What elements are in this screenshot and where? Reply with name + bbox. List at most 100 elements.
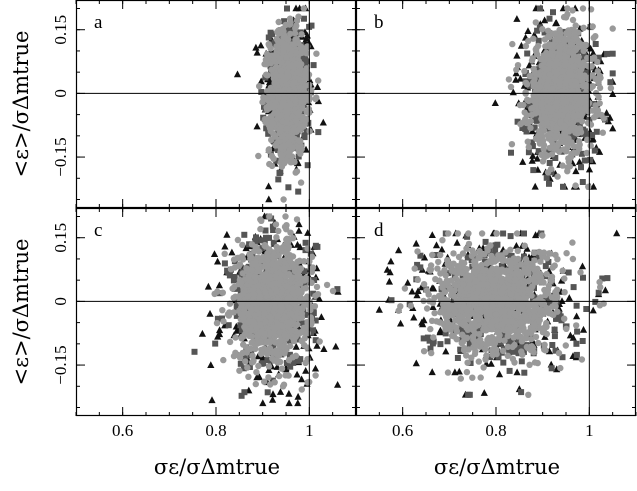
data-point-circle	[308, 268, 316, 275]
data-point-circle	[572, 22, 579, 29]
data-point-circle	[276, 329, 284, 336]
data-point-circle	[279, 343, 286, 350]
data-point-circle	[565, 135, 572, 142]
data-point-circle	[300, 303, 307, 310]
data-point-square	[286, 351, 293, 358]
data-point-square	[275, 147, 282, 153]
data-point-circle	[543, 116, 551, 124]
data-point-circle	[280, 381, 288, 388]
data-point-circle	[300, 76, 308, 84]
data-point-circle	[311, 303, 319, 310]
data-point-circle	[236, 354, 244, 361]
data-point-circle	[531, 69, 538, 77]
data-point-circle	[574, 57, 582, 64]
data-point-square	[264, 357, 271, 363]
data-point-square	[286, 337, 293, 344]
data-point-circle	[545, 77, 552, 84]
data-point-square	[508, 149, 514, 156]
data-point-square	[264, 389, 271, 396]
data-point-circle	[553, 57, 560, 64]
data-point-circle	[541, 65, 548, 72]
data-point-circle	[248, 266, 255, 274]
data-point-circle	[298, 146, 305, 153]
data-point-circle	[546, 71, 554, 79]
data-point-circle	[286, 320, 293, 327]
data-point-circle	[262, 119, 269, 126]
data-point-square	[535, 75, 542, 82]
data-point-circle	[555, 78, 563, 86]
data-point-circle	[237, 279, 245, 286]
data-point-circle	[289, 235, 297, 242]
data-point-circle	[282, 265, 289, 272]
data-point-circle	[287, 229, 294, 236]
data-point-circle	[281, 332, 288, 339]
data-point-square	[283, 360, 290, 366]
data-point-circle	[534, 42, 542, 50]
data-point-circle	[261, 378, 268, 385]
data-point-square	[219, 315, 225, 322]
data-point-square	[284, 5, 290, 12]
data-point-square	[270, 343, 277, 350]
data-point-triangle	[572, 167, 580, 175]
data-point-circle	[273, 234, 280, 241]
data-point-triangle	[285, 389, 293, 397]
data-point-square	[237, 322, 244, 329]
data-point-circle	[514, 61, 522, 69]
data-point-square	[249, 330, 256, 337]
data-point-triangle	[334, 381, 342, 388]
data-point-circle	[267, 381, 274, 388]
data-point-square	[581, 128, 588, 135]
data-point-square	[221, 260, 228, 267]
data-point-square	[253, 234, 259, 241]
data-point-circle	[530, 35, 537, 42]
data-point-square	[545, 148, 552, 155]
data-point-circle	[552, 132, 559, 139]
data-point-circle	[540, 127, 548, 134]
data-point-square	[550, 9, 556, 16]
data-point-square	[241, 354, 248, 361]
data-point-circle	[285, 148, 292, 156]
data-point-square	[583, 69, 589, 76]
data-point-circle	[238, 301, 246, 309]
data-point-triangle	[541, 16, 549, 24]
data-point-triangle	[589, 49, 597, 57]
data-point-circle	[536, 140, 544, 147]
data-point-circle	[293, 216, 301, 223]
data-point-circle	[577, 71, 584, 78]
data-point-circle	[292, 36, 299, 43]
data-point-circle	[287, 30, 294, 38]
data-point-circle	[557, 118, 564, 126]
data-point-circle	[298, 337, 305, 345]
data-point-circle	[273, 43, 280, 50]
data-point-circle	[273, 357, 280, 364]
data-point-circle	[247, 254, 255, 261]
data-point-square	[593, 128, 600, 135]
data-point-circle	[559, 68, 566, 75]
data-point-circle	[508, 141, 516, 148]
data-point-square	[273, 157, 280, 164]
data-point-circle	[524, 138, 531, 145]
data-point-circle	[255, 152, 262, 160]
data-point-circle	[547, 93, 554, 101]
data-point-triangle	[319, 118, 327, 126]
data-point-square	[258, 360, 265, 367]
data-point-triangle	[233, 70, 242, 78]
data-point-circle	[564, 11, 571, 18]
data-point-circle	[266, 124, 274, 132]
data-point-triangle	[255, 373, 263, 380]
data-point-square	[290, 359, 297, 366]
data-point-triangle	[525, 61, 533, 69]
data-point-circle	[269, 102, 276, 109]
data-point-circle	[323, 281, 331, 289]
data-point-circle	[540, 52, 547, 59]
data-point-circle	[263, 339, 270, 346]
data-point-circle	[253, 262, 261, 269]
data-point-square	[233, 303, 240, 310]
data-point-triangle	[491, 99, 499, 106]
data-point-triangle	[296, 243, 304, 251]
data-point-circle	[534, 108, 541, 116]
y-tick-label: 0	[51, 89, 70, 98]
data-point-circle	[275, 18, 282, 26]
data-point-square	[214, 315, 221, 322]
